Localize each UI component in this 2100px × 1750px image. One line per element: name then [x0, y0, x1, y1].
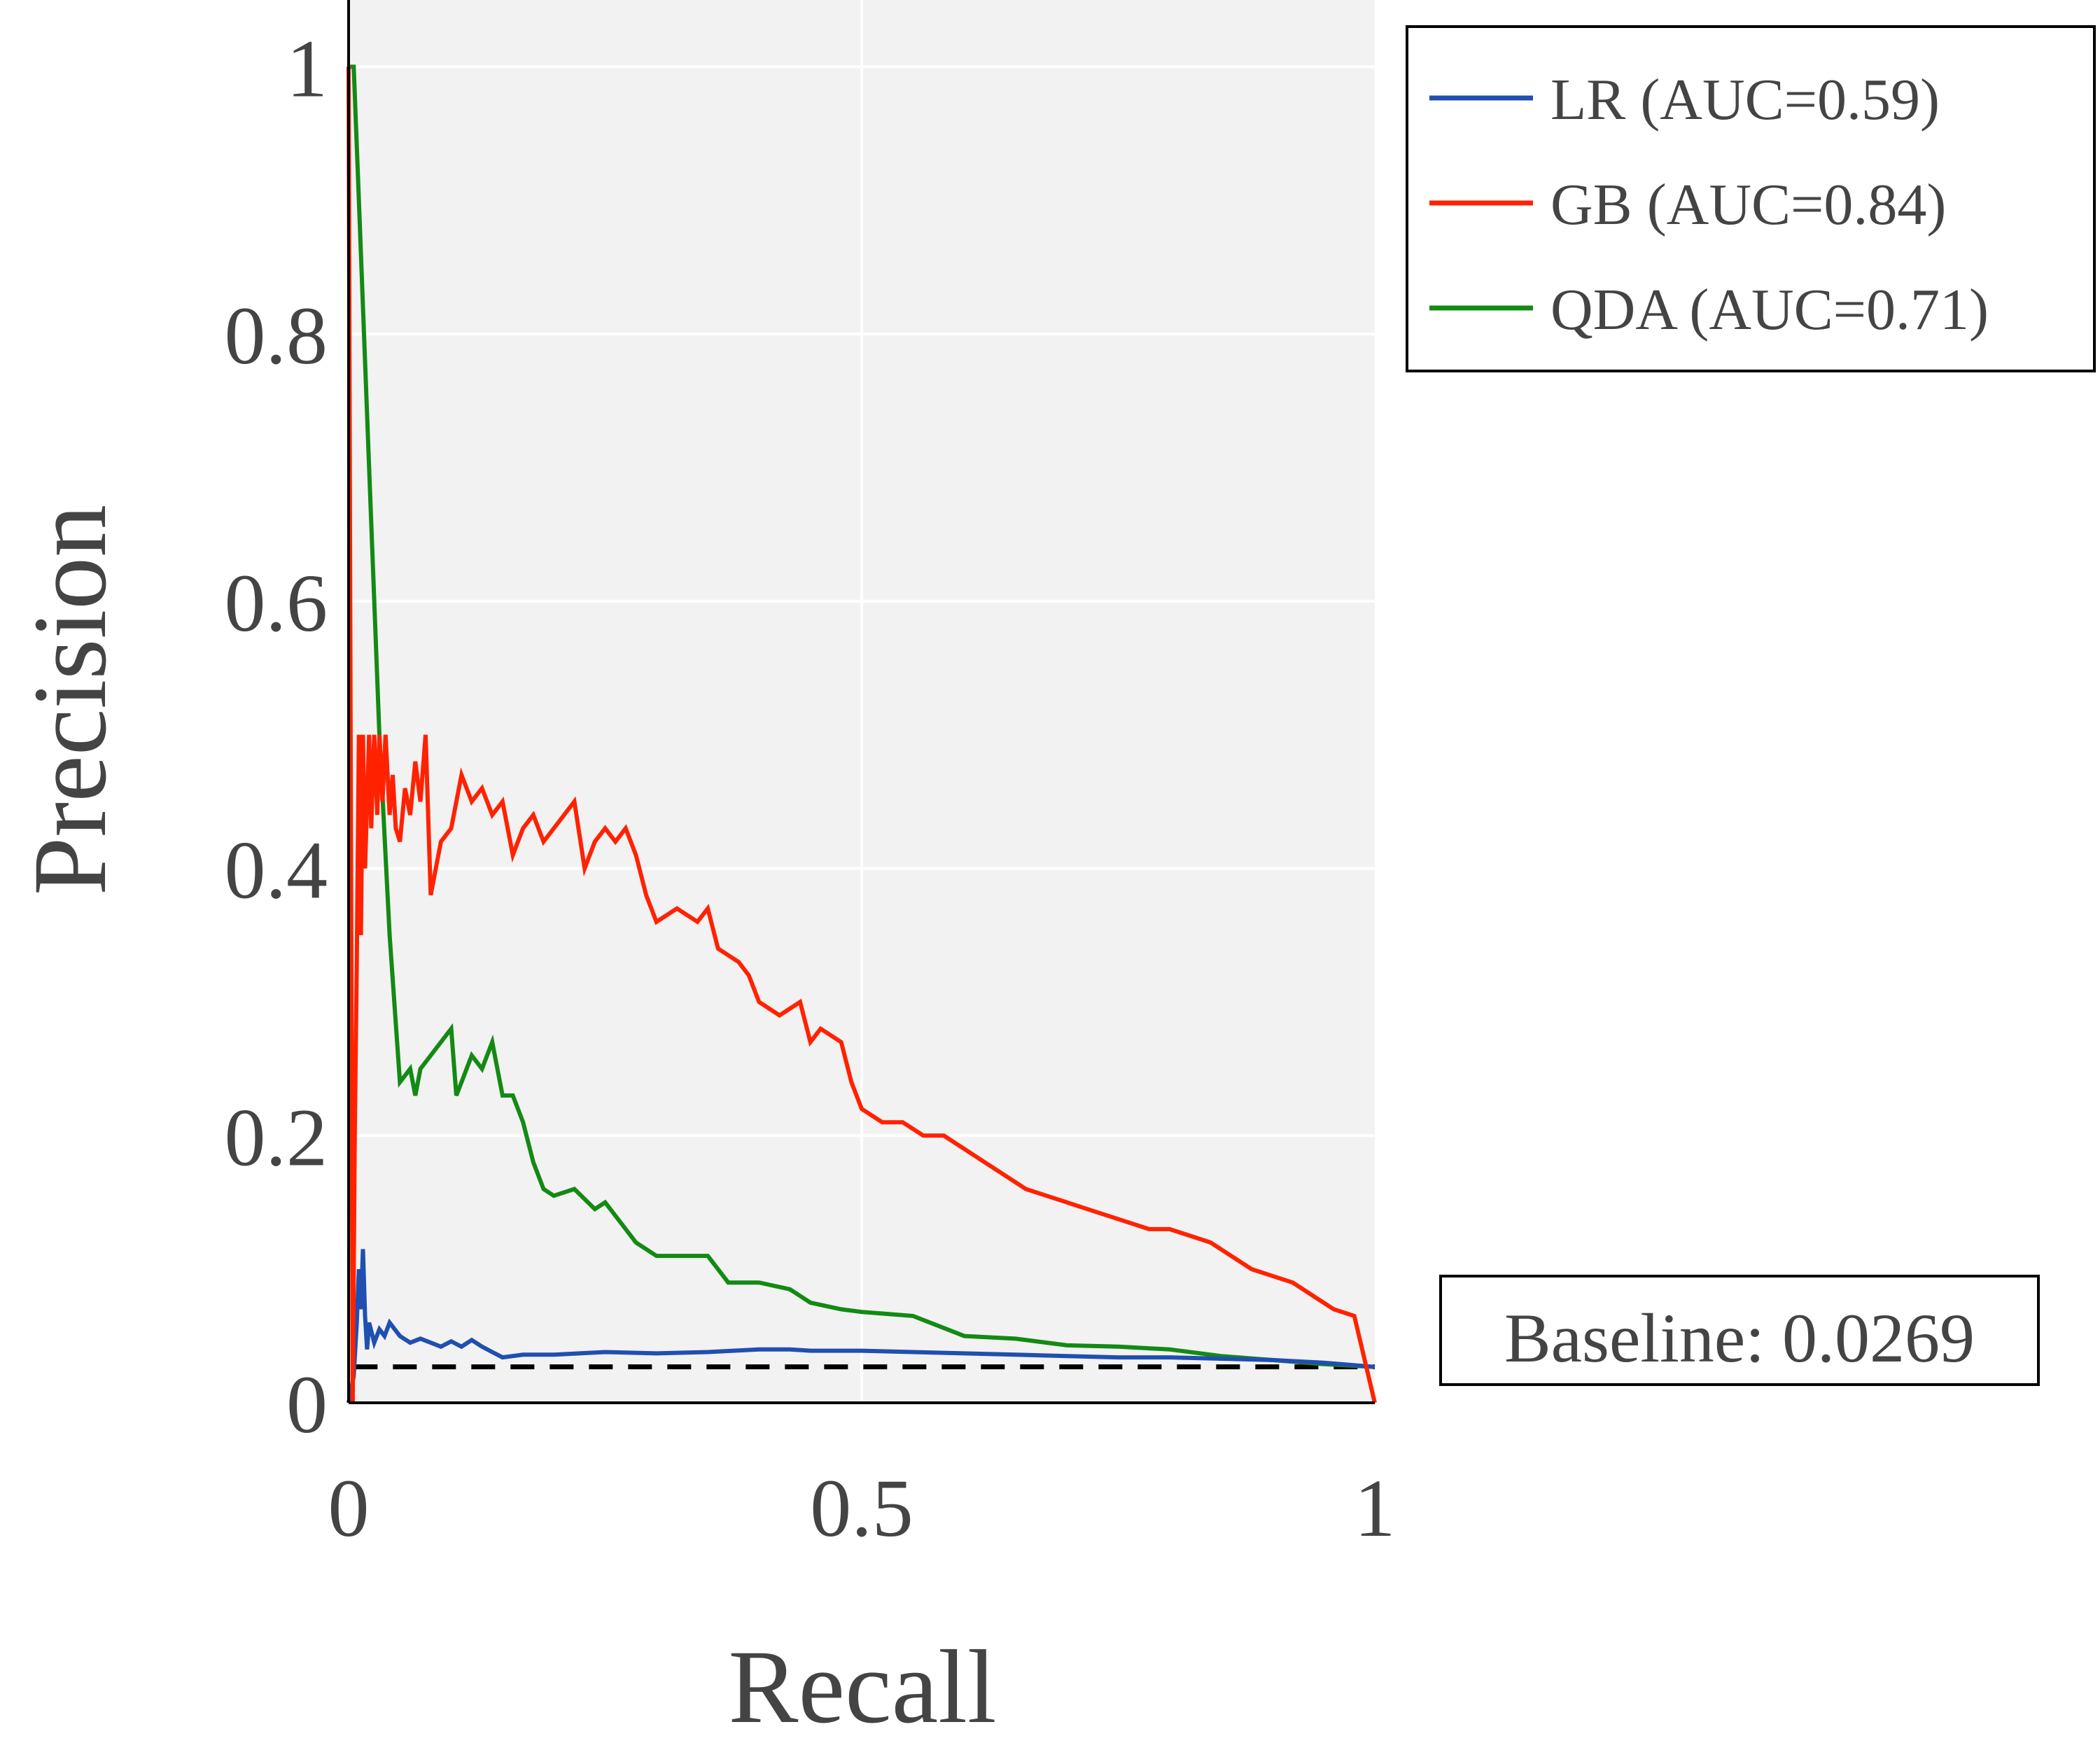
baseline-label: Baseline: 0.0269 [1504, 1299, 1975, 1377]
baseline-box [1439, 1275, 2040, 1386]
legend-label: QDA (AUC=0.71) [1550, 277, 1989, 342]
baseline-annotation: Baseline: 0.0269 [1439, 1275, 2040, 1386]
x-tick-label: 0.5 [810, 1462, 913, 1554]
x-axis-title: Recall [728, 1629, 996, 1745]
y-axis-title: Precision [12, 505, 128, 895]
x-tick-label: 0 [328, 1462, 370, 1554]
series-line-1 [346, 66, 1377, 1404]
series-line-2 [349, 64, 1376, 1369]
series-line-0 [346, 1249, 1376, 1404]
y-tick-label: 0 [286, 1359, 328, 1450]
tick-labels: 0 0.2 0.4 0.6 0.8 1 0 0.5 1 [225, 22, 1396, 1554]
legend: LR (AUC=0.59) GB (AUC=0.84) QDA (AUC=0.71) [1406, 25, 2096, 372]
y-tick-label: 0.4 [225, 825, 328, 916]
axes [347, 0, 1375, 1404]
legend-label: LR (AUC=0.59) [1550, 67, 1940, 132]
y-tick-label: 0.6 [225, 557, 328, 649]
y-tick-label: 0.8 [225, 290, 328, 382]
grid-lines [349, 0, 1375, 1403]
y-tick-label: 0.2 [225, 1091, 328, 1183]
x-tick-label: 1 [1354, 1462, 1396, 1554]
legend-frame [1406, 25, 2096, 372]
legend-label: GB (AUC=0.84) [1550, 172, 1946, 237]
series-lines [346, 64, 1377, 1404]
y-tick-label: 1 [286, 22, 328, 114]
